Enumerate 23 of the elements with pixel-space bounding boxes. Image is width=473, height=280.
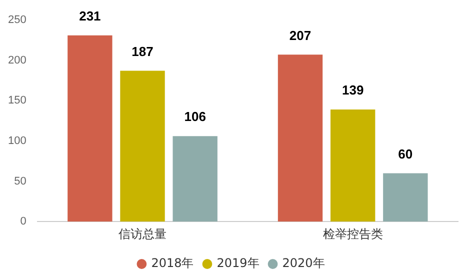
data-label: 187 (132, 44, 154, 59)
data-label: 207 (289, 28, 312, 43)
y-tick-label: 200 (8, 54, 26, 66)
y-tick-label: 150 (8, 94, 26, 107)
bar (68, 35, 112, 222)
bar (278, 54, 323, 222)
bar (330, 110, 376, 222)
legend-label: 2019年 (216, 256, 260, 270)
bar (383, 173, 428, 222)
legend-label: 2018年 (151, 256, 194, 270)
x-tick-label: 信访总量 (118, 226, 167, 241)
y-tick-label: 0 (20, 216, 26, 228)
x-tick-label: 检举控告类 (322, 226, 383, 241)
y-tick-label: 100 (8, 134, 26, 147)
data-label: 231 (79, 8, 101, 24)
y-tick-label: 50 (14, 175, 26, 188)
bar (172, 136, 218, 222)
legend-label: 2020年 (282, 256, 325, 270)
data-label: 60 (398, 146, 413, 162)
y-tick-label: 250 (8, 14, 26, 26)
data-label: 106 (184, 109, 206, 124)
data-label: 139 (342, 82, 364, 98)
bar (120, 70, 165, 222)
